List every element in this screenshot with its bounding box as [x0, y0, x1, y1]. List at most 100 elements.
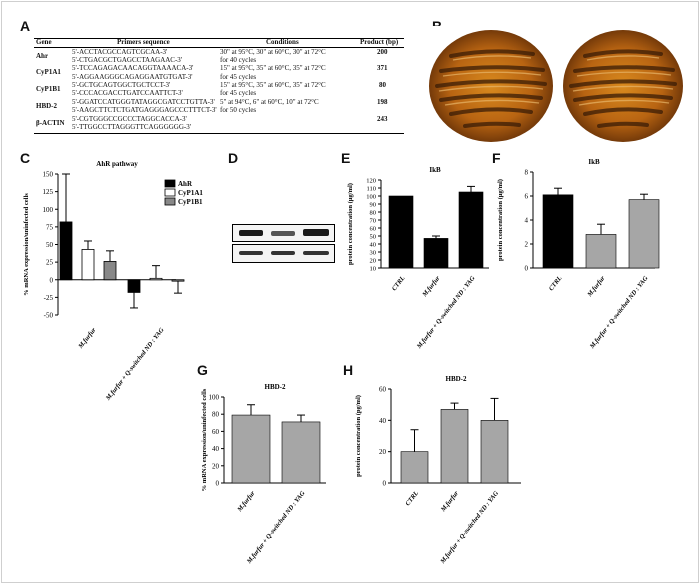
row-cycles: for 40 cycles	[220, 56, 257, 64]
y-tick-label: 75	[46, 223, 54, 231]
y-tick-label: 80	[370, 210, 377, 217]
chart-title: HBD-2	[265, 383, 287, 391]
y-tick-label: 20	[212, 462, 220, 470]
legend-label-cyp1a1: CyP1A1	[178, 189, 203, 197]
header-gene: Gene	[36, 38, 52, 46]
y-axis-label: % mRNA expression/uninfected cells	[201, 388, 208, 491]
legend-label-ahr: AhR	[178, 180, 193, 188]
y-tick-label: 70	[370, 218, 377, 225]
row-primer-forward: 5'-TCCAGAGACAACAGGTAAAACA-3'	[72, 64, 194, 72]
bar	[400, 451, 429, 484]
row-product: 80	[379, 81, 386, 89]
y-tick-label: 30	[370, 250, 377, 257]
y-tick-label: 60	[212, 428, 220, 436]
bar-cyp1b1	[171, 279, 185, 282]
bar	[388, 195, 414, 269]
row-condition: 5" at 94°C, 6" at 60°C, 10" at 72°C	[220, 98, 319, 106]
header-primers: Primers sequence	[117, 38, 170, 46]
y-tick-label: 0	[383, 480, 387, 488]
y-tick-label: 20	[379, 448, 387, 456]
y-tick-label: 50	[370, 234, 377, 241]
bar-cyp1a1	[149, 277, 163, 281]
bar	[440, 409, 469, 484]
chart-title: IkB	[429, 166, 441, 174]
y-tick-label: 150	[43, 171, 54, 179]
x-tick-label: M.furfur + Q-switched ND : YAG	[245, 490, 307, 566]
row-product: 371	[377, 64, 388, 72]
row-cycles: for 45 cycles	[220, 89, 257, 97]
header-conditions: Conditions	[266, 38, 299, 46]
bar-cyp1a1	[81, 249, 95, 281]
row-cycles: for 50 cycles	[220, 106, 257, 114]
panel-label-f: F	[492, 150, 501, 166]
y-tick-label: 90	[370, 202, 377, 209]
y-tick-label: 0	[50, 276, 54, 284]
y-tick-label: 100	[209, 394, 220, 402]
row-primer-forward: 5'-GGATCCATGGGTATAGGCGATCCTGTTA-3'	[72, 98, 215, 106]
bar	[542, 194, 574, 269]
y-tick-label: 25	[46, 259, 54, 267]
panel-label-a: A	[20, 18, 31, 34]
y-tick-label: 40	[212, 445, 220, 453]
blot-bands-top	[239, 229, 329, 236]
row-primer-forward: 5'-CGTGGGCCGCCCTAGGCACCA-3'	[72, 115, 187, 123]
x-tick-label: M.furfur	[586, 275, 607, 299]
row-gene: CyP1A1	[36, 68, 61, 76]
bar-ahr	[127, 279, 141, 293]
chart-title: IkB	[588, 158, 600, 166]
chart-title: AhR pathway	[96, 160, 138, 168]
bar	[628, 199, 660, 269]
bar	[458, 191, 484, 269]
x-tick-label: CTRL	[548, 275, 564, 292]
y-tick-label: 110	[366, 186, 376, 193]
x-tick-label: M.furfur	[421, 275, 442, 299]
row-condition: 30" at 95°C, 30" at 60°C, 30" at 72°C	[220, 48, 326, 56]
row-gene: Ahr	[36, 52, 49, 60]
bar	[585, 234, 617, 269]
y-tick-label: 120	[366, 178, 376, 185]
y-tick-label: -25	[44, 294, 54, 302]
y-tick-label: 40	[370, 242, 377, 249]
row-primer-reverse: 5'-TTGGCCTTAGGGTTCAGGGGGG-3'	[72, 123, 192, 131]
y-tick-label: 125	[43, 188, 54, 196]
row-product: 198	[377, 98, 388, 106]
bar-ahr	[59, 221, 73, 281]
y-tick-label: 80	[212, 411, 220, 419]
y-tick-label: 0	[525, 265, 529, 273]
row-gene: HBD-2	[36, 102, 57, 110]
y-tick-label: 6	[525, 193, 529, 201]
y-tick-label: 20	[370, 258, 377, 265]
row-gene: CyP1B1	[36, 85, 61, 93]
x-tick-label: M.furfur	[236, 490, 257, 514]
bar-cyp1b1	[103, 261, 117, 281]
row-primer-forward: 5'-ACCTACGCCAGTCGCAA-3'	[72, 48, 168, 56]
x-tick-label: CTRL	[391, 275, 407, 292]
y-tick-label: 50	[46, 241, 54, 249]
panel-label-d: D	[228, 150, 239, 166]
x-tick-label: M.furfur	[77, 326, 98, 350]
y-tick-label: 4	[525, 217, 529, 225]
x-tick-label: M.furfur	[439, 490, 460, 514]
y-axis-label: protein concentration (pg/ml)	[355, 395, 362, 477]
legend-swatch-cyp1b1	[164, 197, 176, 206]
row-primer-reverse: 5'-CTGACGCTGAGCCTAAGAAC-3'	[72, 56, 183, 64]
panel-label-e: E	[341, 150, 351, 166]
y-tick-label: 60	[370, 226, 377, 233]
y-tick-label: 10	[370, 266, 377, 273]
culture-plates-photo	[423, 26, 688, 144]
row-condition: 15" at 95°C, 35" at 60°C, 35" at 72°C	[220, 64, 326, 72]
row-primer-reverse: 5'-CCCACGACCTGATCCAATTCT-3'	[72, 89, 183, 97]
bar	[281, 421, 321, 484]
y-axis-label: % mRNA expression/uninfected cells	[23, 193, 30, 296]
panel-label-c: C	[20, 150, 31, 166]
row-product: 243	[377, 115, 388, 123]
western-blot-image	[232, 224, 335, 263]
bar	[231, 414, 271, 484]
bar	[480, 420, 509, 484]
culture-plate-right	[563, 30, 683, 142]
x-tick-label: CTRL	[404, 490, 420, 507]
legend-swatch-cyp1a1	[164, 188, 176, 197]
header-product: Product (bp)	[360, 38, 399, 46]
